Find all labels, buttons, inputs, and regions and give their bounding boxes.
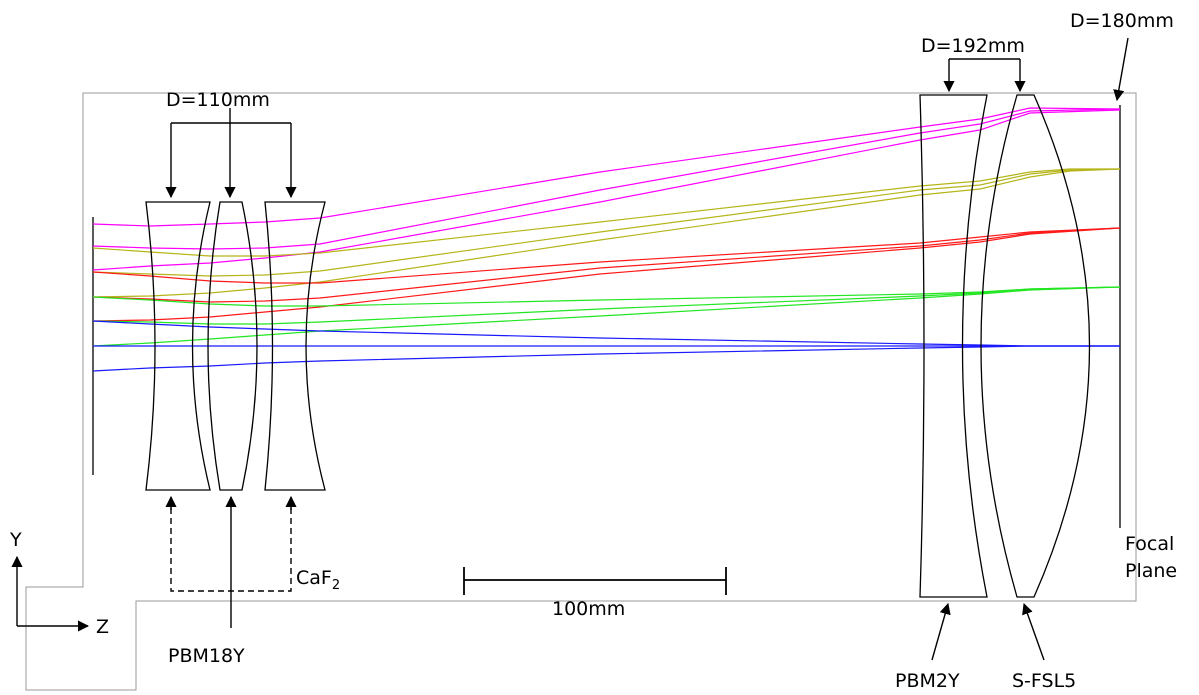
lens-rear-2-sfsl5 xyxy=(980,94,1091,598)
pbm2y-label: PBM2Y xyxy=(895,670,960,692)
focal-plane-label-line2: Plane xyxy=(1125,560,1177,582)
d110-bracket xyxy=(165,108,297,199)
scale-bar-label: 100mm xyxy=(552,598,625,620)
ray-bundle-olive xyxy=(92,168,1121,298)
scale-bar xyxy=(463,567,727,595)
lens-front-2-pbm18y xyxy=(207,201,258,491)
d110-label: D=110mm xyxy=(166,89,270,111)
pbm2y-arrow xyxy=(931,602,951,661)
sfsl5-arrow xyxy=(1022,602,1045,661)
ray-bundle-red xyxy=(92,227,1121,322)
sfsl5-label: S-FSL5 xyxy=(1012,670,1076,692)
system-frame xyxy=(25,92,1137,691)
axis-y-label: Y xyxy=(9,529,22,551)
lens-front-1-caf2 xyxy=(145,201,211,491)
d192-label: D=192mm xyxy=(921,35,1025,57)
axes-indicator xyxy=(11,555,90,632)
focal-plane-label-line1: Focal xyxy=(1125,533,1174,555)
ray-bundle-blue xyxy=(92,320,1120,372)
lens-rear-1-pbm2y xyxy=(919,94,988,598)
d180-arrow xyxy=(1113,37,1129,102)
ray-bundle-magenta xyxy=(92,107,1121,271)
d180-label: D=180mm xyxy=(1070,10,1174,32)
lens-front-3-caf2 xyxy=(264,201,326,491)
pbm18y-label: PBM18Y xyxy=(168,645,245,667)
axis-z-label: Z xyxy=(96,616,109,638)
ray-bundle-green xyxy=(92,286,1121,347)
caf2-label: CaF2 xyxy=(296,567,340,593)
d192-bracket xyxy=(943,58,1026,93)
